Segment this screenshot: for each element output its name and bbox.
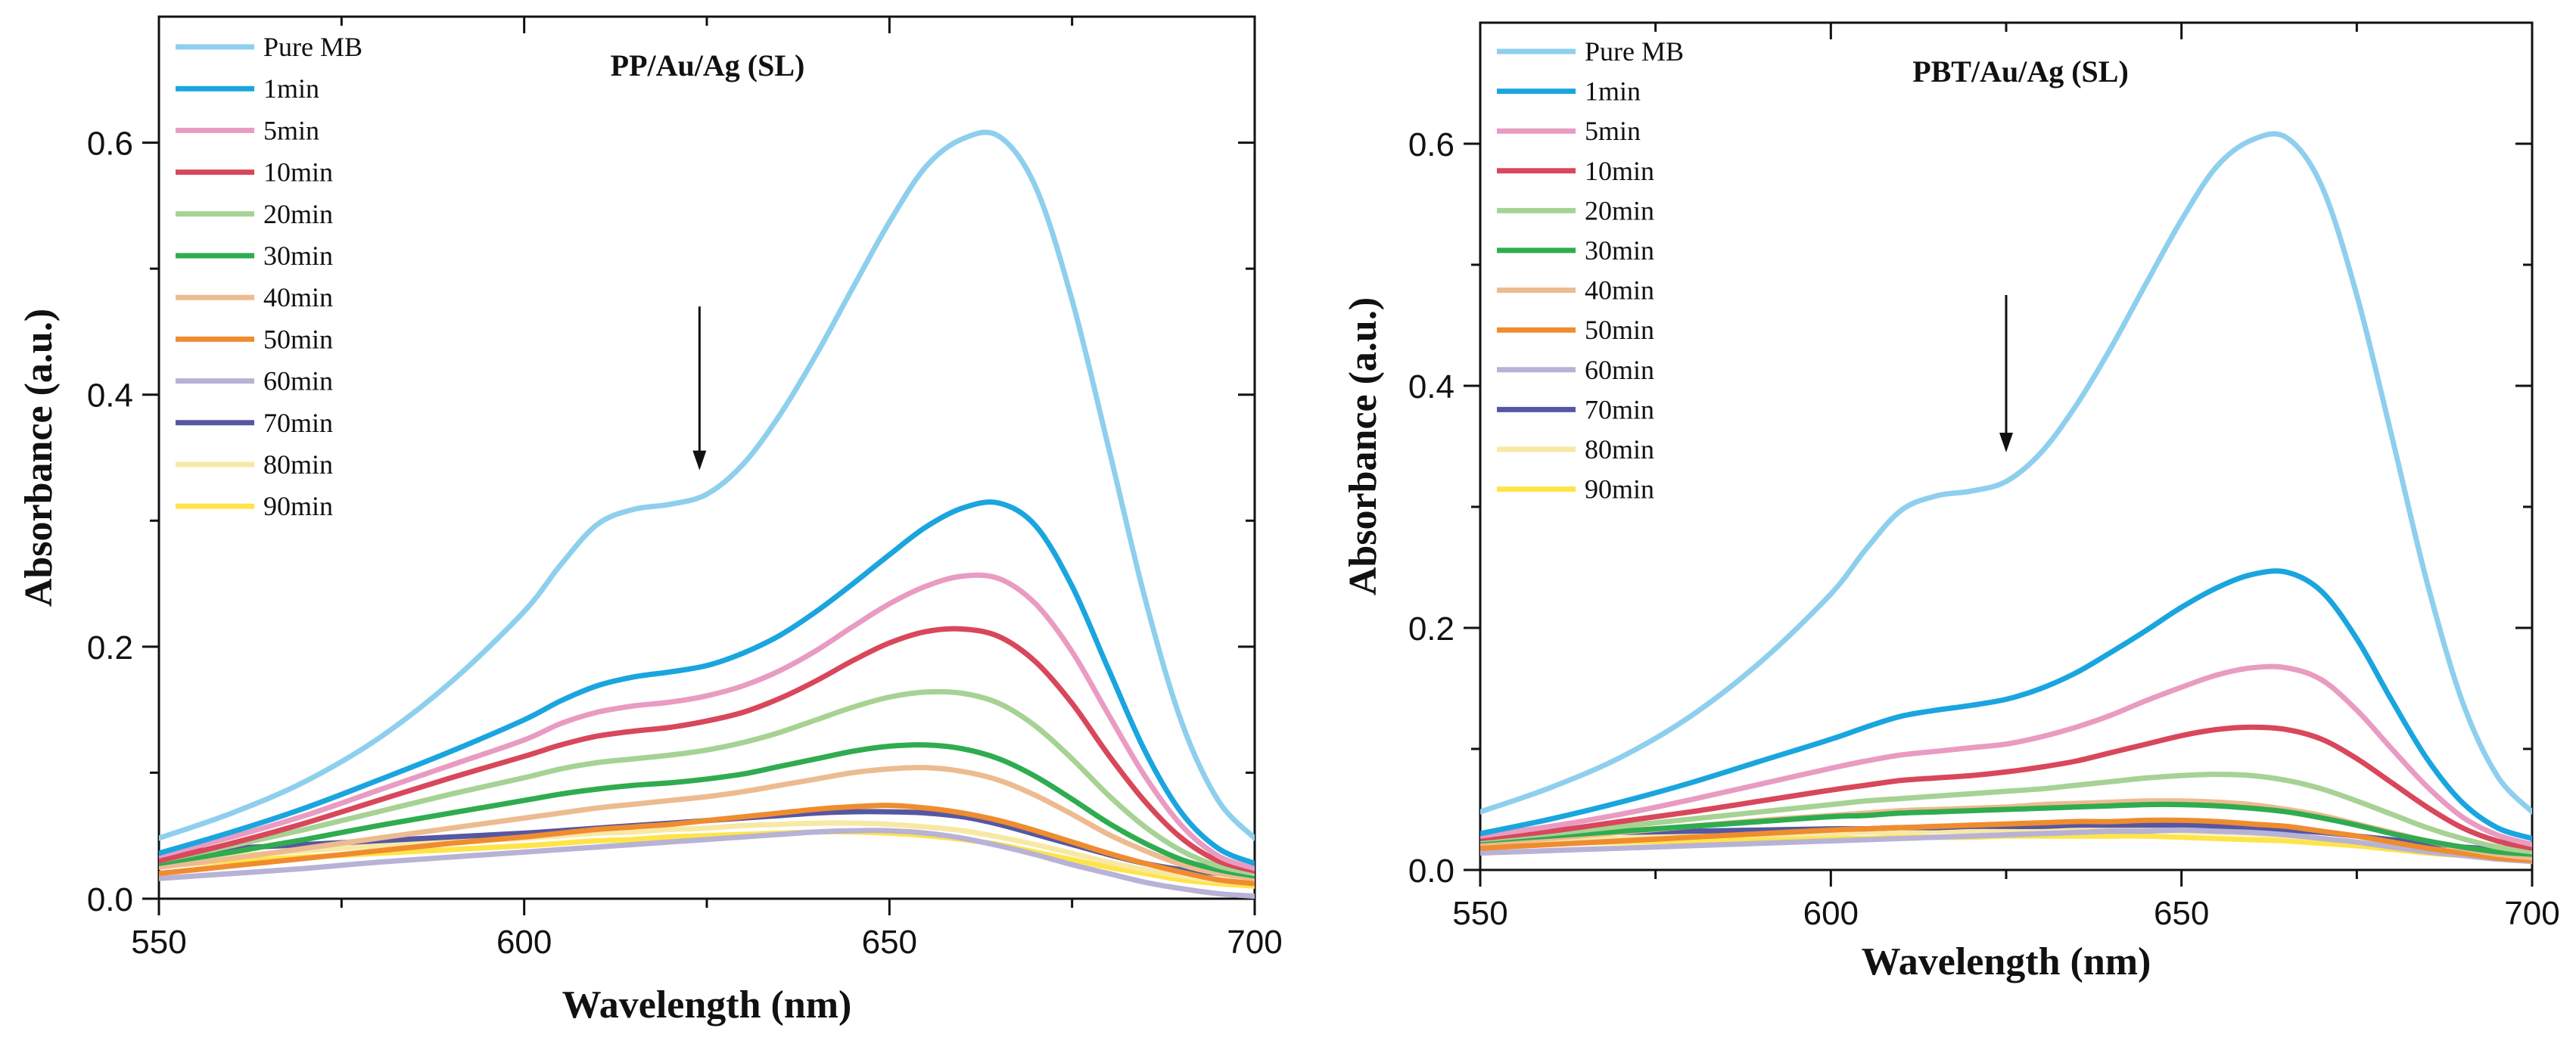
legend-label: 30min <box>263 241 333 271</box>
legend-label: 1min <box>1585 76 1641 107</box>
x-tick-label: 650 <box>2154 895 2209 932</box>
y-tick-label: 0.0 <box>1408 853 1454 890</box>
legend-label: 80min <box>263 449 333 480</box>
legend-label: 90min <box>263 491 333 521</box>
series-line-10min <box>1480 724 2532 851</box>
series-line-60min <box>159 828 1255 899</box>
legend-label: Pure MB <box>263 32 362 62</box>
series-line-20min <box>1480 772 2532 855</box>
series-line-10min <box>159 626 1255 874</box>
series-line-pure-mb <box>1480 131 2532 815</box>
legend-label: 20min <box>1585 195 1654 225</box>
y-axis-title: Absorbance (a.u.) <box>17 309 61 607</box>
series-line-60min <box>1480 827 2532 865</box>
legend-label: 20min <box>263 199 333 229</box>
series-line-40min <box>159 765 1255 881</box>
y-tick-label: 0.4 <box>1408 368 1454 405</box>
y-tick-label: 0.2 <box>1408 610 1454 648</box>
series-group <box>159 129 1255 899</box>
series-group <box>1480 131 2532 865</box>
legend-label: 5min <box>263 115 319 145</box>
legend-label: 30min <box>1585 235 1654 266</box>
series-line-30min <box>159 742 1255 879</box>
decrease-arrow-head <box>692 450 707 471</box>
legend-label: 60min <box>1585 355 1654 385</box>
series-line-20min <box>159 688 1255 877</box>
legend-label: 60min <box>263 366 333 396</box>
decrease-arrow-head <box>1999 433 2013 452</box>
legend-label: 40min <box>1585 275 1654 306</box>
x-axis-title: Wavelength (nm) <box>1862 940 2151 983</box>
x-axis-title: Wavelength (nm) <box>562 983 852 1027</box>
y-tick-label: 0.6 <box>87 126 133 163</box>
legend-label: 10min <box>263 157 333 188</box>
chart-panel-2: 550 600 650 700 0.0 0.2 0.4 0.6 Wavelength (nm) A… <box>1342 21 2560 983</box>
legend: Pure MB 1min 5min 10min 20min 30min 40min 50min… <box>176 32 362 521</box>
series-line-1min <box>1480 568 2532 841</box>
x-tick-label: 600 <box>496 924 552 961</box>
legend-label: 70min <box>1585 394 1654 424</box>
y-tick-label: 0.6 <box>1408 126 1454 163</box>
x-tick-label: 550 <box>1452 895 1507 932</box>
chart-title: PBT/Au/Ag (SL) <box>1912 54 2129 89</box>
legend-label: 1min <box>263 73 319 104</box>
legend-label: 80min <box>1585 434 1654 464</box>
y-tick-label: 0.0 <box>87 881 133 918</box>
chart-panel-1: 550 600 650 700 0.0 0.2 0.4 0.6 Wavelength (nm) A… <box>17 15 1283 1027</box>
legend-label: Pure MB <box>1585 36 1684 67</box>
legend-label: 40min <box>263 282 333 312</box>
legend-label: 50min <box>1585 315 1654 345</box>
series-line-80min <box>159 820 1255 887</box>
legend-label: 5min <box>1585 116 1641 146</box>
chart-title: PP/Au/Ag (SL) <box>611 48 805 82</box>
legend-label: 90min <box>1585 474 1654 505</box>
series-line-5min <box>159 572 1255 871</box>
series-line-1min <box>159 499 1255 866</box>
series-line-90min <box>1480 833 2532 863</box>
series-line-5min <box>1480 663 2532 847</box>
legend-label: 70min <box>263 408 333 438</box>
legend-label: 10min <box>1585 156 1654 186</box>
x-tick-label: 700 <box>2504 895 2559 932</box>
series-line-pure-mb <box>159 129 1255 841</box>
y-tick-label: 0.4 <box>87 377 133 415</box>
x-tick-label: 700 <box>1227 924 1282 961</box>
x-tick-label: 600 <box>1803 895 1859 932</box>
legend: Pure MB 1min 5min 10min 20min 30min 40min 50min… <box>1497 36 1684 505</box>
y-tick-label: 0.2 <box>87 629 133 666</box>
legend-label: 50min <box>263 324 333 354</box>
x-tick-label: 550 <box>131 924 186 961</box>
y-axis-title: Absorbance (a.u.) <box>1342 297 1385 595</box>
series-line-50min <box>1480 817 2532 863</box>
x-tick-label: 650 <box>862 924 917 961</box>
series-line-30min <box>1480 801 2532 857</box>
series-line-50min <box>159 803 1255 887</box>
